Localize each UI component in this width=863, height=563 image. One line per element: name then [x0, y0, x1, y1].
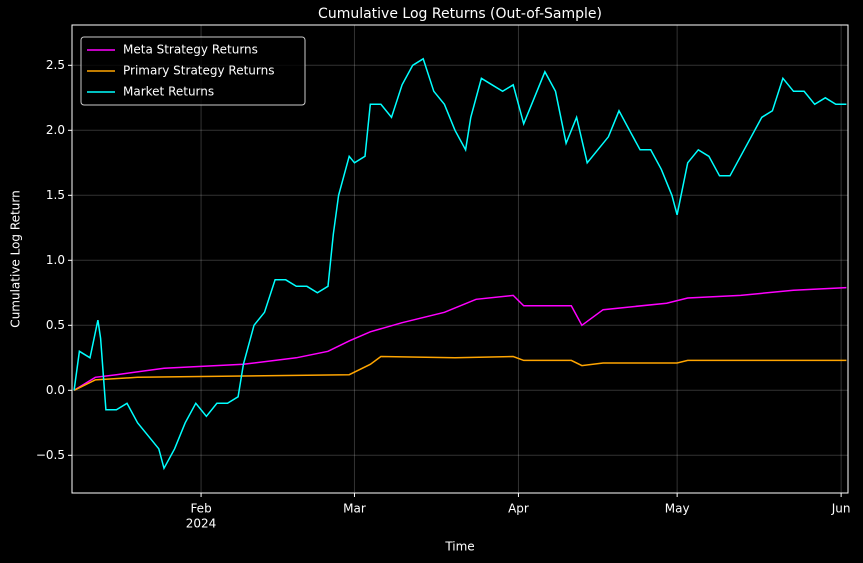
x-tick-label: Mar: [343, 502, 366, 516]
y-tick-label: 2.5: [46, 58, 65, 72]
legend-label: Market Returns: [123, 85, 214, 99]
y-tick-label: 2.0: [46, 123, 65, 137]
x-tick-label: May: [665, 502, 690, 516]
x-tick-label: Apr: [508, 502, 529, 516]
series-line: [73, 355, 847, 391]
x-tick-label: Feb: [190, 502, 211, 516]
y-tick-label: 0.0: [46, 383, 65, 397]
x-tick-label: Jun: [831, 502, 851, 516]
legend-label: Primary Strategy Returns: [123, 64, 275, 78]
y-tick-label: −0.5: [36, 448, 65, 462]
y-axis-label: Cumulative Log Return: [9, 190, 23, 327]
series-line: [73, 57, 847, 471]
legend-box: [80, 36, 306, 106]
y-tick-label: 1.5: [46, 188, 65, 202]
chart-title: Cumulative Log Returns (Out-of-Sample): [318, 6, 602, 22]
series-line: [73, 286, 847, 391]
legend-label: Meta Strategy Returns: [123, 43, 258, 57]
x-tick-year: 2024: [186, 517, 217, 531]
x-axis-label: Time: [444, 540, 474, 554]
plot-frame: [71, 24, 849, 494]
y-tick-label: 1.0: [46, 253, 65, 267]
y-tick-label: 0.5: [46, 318, 65, 332]
